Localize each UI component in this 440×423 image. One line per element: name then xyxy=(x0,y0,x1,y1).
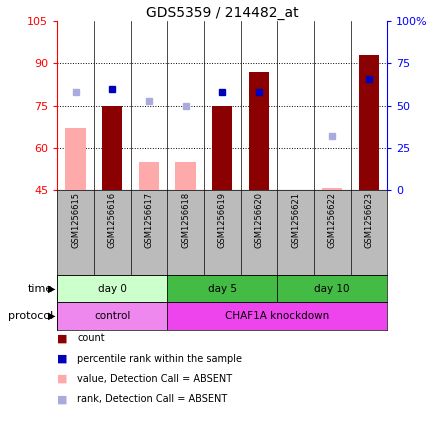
Text: ■: ■ xyxy=(57,354,68,364)
Bar xyxy=(57,302,167,330)
Text: ▶: ▶ xyxy=(48,311,55,321)
Bar xyxy=(359,55,379,190)
Text: value, Detection Call = ABSENT: value, Detection Call = ABSENT xyxy=(77,374,232,384)
Title: GDS5359 / 214482_at: GDS5359 / 214482_at xyxy=(146,6,298,20)
Bar xyxy=(66,128,86,190)
Text: day 10: day 10 xyxy=(315,284,350,294)
Bar xyxy=(57,275,167,302)
Text: time: time xyxy=(28,284,53,294)
Text: GSM1256619: GSM1256619 xyxy=(218,192,227,248)
Text: count: count xyxy=(77,333,105,343)
Text: ▶: ▶ xyxy=(48,284,55,294)
Text: CHAF1A knockdown: CHAF1A knockdown xyxy=(225,311,329,321)
Text: GSM1256623: GSM1256623 xyxy=(364,192,374,248)
Bar xyxy=(167,302,387,330)
Bar xyxy=(322,187,342,190)
Text: day 5: day 5 xyxy=(208,284,237,294)
Text: protocol: protocol xyxy=(7,311,53,321)
Text: GSM1256615: GSM1256615 xyxy=(71,192,80,248)
Bar xyxy=(176,162,196,190)
Text: day 0: day 0 xyxy=(98,284,127,294)
Text: GSM1256622: GSM1256622 xyxy=(328,192,337,248)
Text: control: control xyxy=(94,311,130,321)
Bar xyxy=(249,72,269,190)
Text: GSM1256616: GSM1256616 xyxy=(108,192,117,248)
Bar xyxy=(277,275,387,302)
Text: GSM1256617: GSM1256617 xyxy=(144,192,154,248)
Text: GSM1256620: GSM1256620 xyxy=(254,192,264,248)
Text: GSM1256618: GSM1256618 xyxy=(181,192,190,248)
Text: percentile rank within the sample: percentile rank within the sample xyxy=(77,354,242,364)
Text: ■: ■ xyxy=(57,394,68,404)
Text: ■: ■ xyxy=(57,374,68,384)
Bar xyxy=(286,190,306,193)
Text: rank, Detection Call = ABSENT: rank, Detection Call = ABSENT xyxy=(77,394,227,404)
Bar xyxy=(212,106,232,190)
Bar xyxy=(102,106,122,190)
Text: ■: ■ xyxy=(57,333,68,343)
Bar xyxy=(139,162,159,190)
Bar xyxy=(167,275,277,302)
Text: GSM1256621: GSM1256621 xyxy=(291,192,300,248)
